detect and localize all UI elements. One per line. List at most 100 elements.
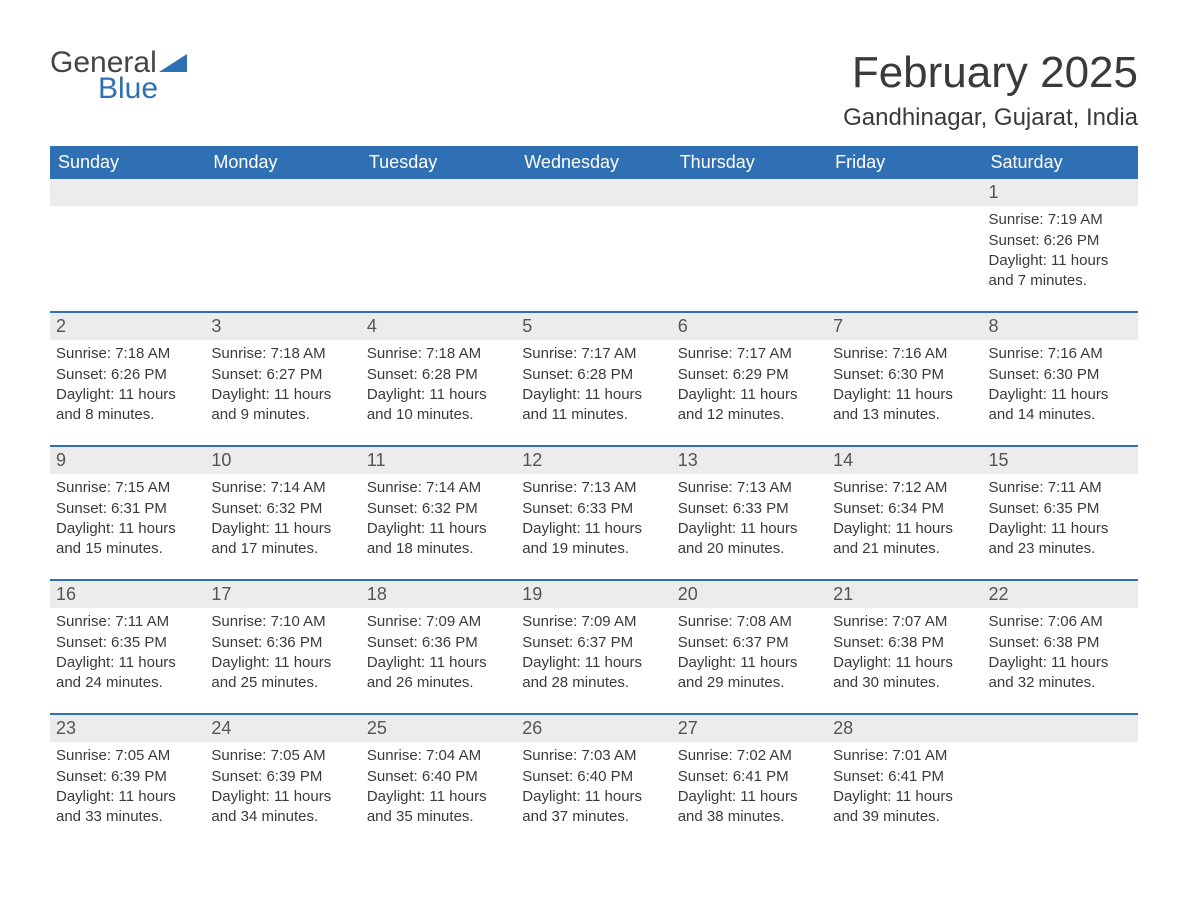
- sunrise-text: Sunrise: 7:13 AM: [678, 478, 821, 498]
- day-number: 2: [50, 313, 205, 340]
- sunset-text: Sunset: 6:36 PM: [367, 633, 510, 653]
- daylight-text: Daylight: 11 hours and 38 minutes.: [678, 787, 821, 826]
- triangle-icon: [159, 54, 187, 72]
- weekday-label: Friday: [827, 146, 982, 179]
- weekday-header: SundayMondayTuesdayWednesdayThursdayFrid…: [50, 146, 1138, 179]
- sunset-text: Sunset: 6:34 PM: [833, 499, 976, 519]
- day-number: 12: [516, 447, 671, 474]
- day-cell: Sunrise: 7:14 AMSunset: 6:32 PMDaylight:…: [205, 474, 360, 579]
- daylight-text: Daylight: 11 hours and 11 minutes.: [522, 385, 665, 424]
- daynum-row: 2345678: [50, 313, 1138, 340]
- sunset-text: Sunset: 6:27 PM: [211, 365, 354, 385]
- week-row: 232425262728Sunrise: 7:05 AMSunset: 6:39…: [50, 713, 1138, 847]
- sunset-text: Sunset: 6:41 PM: [833, 767, 976, 787]
- daylight-text: Daylight: 11 hours and 26 minutes.: [367, 653, 510, 692]
- day-number: 25: [361, 715, 516, 742]
- day-cell: Sunrise: 7:09 AMSunset: 6:37 PMDaylight:…: [516, 608, 671, 713]
- day-cell: Sunrise: 7:04 AMSunset: 6:40 PMDaylight:…: [361, 742, 516, 847]
- day-number: 22: [983, 581, 1138, 608]
- sunrise-text: Sunrise: 7:15 AM: [56, 478, 199, 498]
- day-cell: Sunrise: 7:15 AMSunset: 6:31 PMDaylight:…: [50, 474, 205, 579]
- day-number: 24: [205, 715, 360, 742]
- sunset-text: Sunset: 6:39 PM: [56, 767, 199, 787]
- sunset-text: Sunset: 6:26 PM: [56, 365, 199, 385]
- header: General Blue February 2025 Gandhinagar, …: [50, 48, 1138, 140]
- daylight-text: Daylight: 11 hours and 32 minutes.: [989, 653, 1132, 692]
- day-number: [361, 179, 516, 206]
- day-number: 6: [672, 313, 827, 340]
- daylight-text: Daylight: 11 hours and 8 minutes.: [56, 385, 199, 424]
- sunrise-text: Sunrise: 7:09 AM: [522, 612, 665, 632]
- weekday-label: Saturday: [983, 146, 1138, 179]
- sunset-text: Sunset: 6:37 PM: [678, 633, 821, 653]
- sunrise-text: Sunrise: 7:09 AM: [367, 612, 510, 632]
- daylight-text: Daylight: 11 hours and 25 minutes.: [211, 653, 354, 692]
- weekday-label: Tuesday: [361, 146, 516, 179]
- day-number: [516, 179, 671, 206]
- daylight-text: Daylight: 11 hours and 21 minutes.: [833, 519, 976, 558]
- day-number: 4: [361, 313, 516, 340]
- day-cell: [672, 206, 827, 311]
- sunrise-text: Sunrise: 7:05 AM: [211, 746, 354, 766]
- weekday-label: Monday: [205, 146, 360, 179]
- sunrise-text: Sunrise: 7:17 AM: [522, 344, 665, 364]
- sunset-text: Sunset: 6:37 PM: [522, 633, 665, 653]
- sunrise-text: Sunrise: 7:01 AM: [833, 746, 976, 766]
- day-number: 1: [983, 179, 1138, 206]
- day-number: 26: [516, 715, 671, 742]
- calendar: SundayMondayTuesdayWednesdayThursdayFrid…: [50, 146, 1138, 847]
- day-cell: Sunrise: 7:11 AMSunset: 6:35 PMDaylight:…: [50, 608, 205, 713]
- sunset-text: Sunset: 6:32 PM: [367, 499, 510, 519]
- logo: General Blue: [50, 48, 189, 106]
- sunrise-text: Sunrise: 7:07 AM: [833, 612, 976, 632]
- daylight-text: Daylight: 11 hours and 10 minutes.: [367, 385, 510, 424]
- sunset-text: Sunset: 6:32 PM: [211, 499, 354, 519]
- sunrise-text: Sunrise: 7:10 AM: [211, 612, 354, 632]
- sunset-text: Sunset: 6:40 PM: [367, 767, 510, 787]
- day-cell: Sunrise: 7:18 AMSunset: 6:28 PMDaylight:…: [361, 340, 516, 445]
- daylight-text: Daylight: 11 hours and 23 minutes.: [989, 519, 1132, 558]
- day-number: [983, 715, 1138, 742]
- sunrise-text: Sunrise: 7:18 AM: [211, 344, 354, 364]
- daylight-text: Daylight: 11 hours and 33 minutes.: [56, 787, 199, 826]
- sunrise-text: Sunrise: 7:11 AM: [989, 478, 1132, 498]
- day-number: 9: [50, 447, 205, 474]
- daylight-text: Daylight: 11 hours and 29 minutes.: [678, 653, 821, 692]
- sunrise-text: Sunrise: 7:16 AM: [989, 344, 1132, 364]
- sunrise-text: Sunrise: 7:06 AM: [989, 612, 1132, 632]
- sunset-text: Sunset: 6:38 PM: [989, 633, 1132, 653]
- sunrise-text: Sunrise: 7:17 AM: [678, 344, 821, 364]
- weekday-label: Wednesday: [516, 146, 671, 179]
- daylight-text: Daylight: 11 hours and 28 minutes.: [522, 653, 665, 692]
- day-number: 13: [672, 447, 827, 474]
- sunset-text: Sunset: 6:30 PM: [833, 365, 976, 385]
- day-number: 20: [672, 581, 827, 608]
- sunrise-text: Sunrise: 7:12 AM: [833, 478, 976, 498]
- day-cell: Sunrise: 7:01 AMSunset: 6:41 PMDaylight:…: [827, 742, 982, 847]
- sunrise-text: Sunrise: 7:08 AM: [678, 612, 821, 632]
- weeks-container: 1Sunrise: 7:19 AMSunset: 6:26 PMDaylight…: [50, 179, 1138, 847]
- week-row: 16171819202122Sunrise: 7:11 AMSunset: 6:…: [50, 579, 1138, 713]
- sunrise-text: Sunrise: 7:05 AM: [56, 746, 199, 766]
- day-cell: Sunrise: 7:16 AMSunset: 6:30 PMDaylight:…: [827, 340, 982, 445]
- day-cell: [50, 206, 205, 311]
- day-cell: Sunrise: 7:11 AMSunset: 6:35 PMDaylight:…: [983, 474, 1138, 579]
- day-number: 23: [50, 715, 205, 742]
- daylight-text: Daylight: 11 hours and 20 minutes.: [678, 519, 821, 558]
- sunset-text: Sunset: 6:35 PM: [989, 499, 1132, 519]
- day-number: 11: [361, 447, 516, 474]
- day-cell: [361, 206, 516, 311]
- day-number: 3: [205, 313, 360, 340]
- day-cell: [827, 206, 982, 311]
- sunrise-text: Sunrise: 7:18 AM: [367, 344, 510, 364]
- day-cell: [205, 206, 360, 311]
- content-row: Sunrise: 7:11 AMSunset: 6:35 PMDaylight:…: [50, 608, 1138, 713]
- daynum-row: 9101112131415: [50, 447, 1138, 474]
- sunset-text: Sunset: 6:29 PM: [678, 365, 821, 385]
- day-cell: Sunrise: 7:17 AMSunset: 6:28 PMDaylight:…: [516, 340, 671, 445]
- daylight-text: Daylight: 11 hours and 19 minutes.: [522, 519, 665, 558]
- content-row: Sunrise: 7:18 AMSunset: 6:26 PMDaylight:…: [50, 340, 1138, 445]
- day-cell: Sunrise: 7:06 AMSunset: 6:38 PMDaylight:…: [983, 608, 1138, 713]
- day-cell: Sunrise: 7:10 AMSunset: 6:36 PMDaylight:…: [205, 608, 360, 713]
- sunset-text: Sunset: 6:28 PM: [522, 365, 665, 385]
